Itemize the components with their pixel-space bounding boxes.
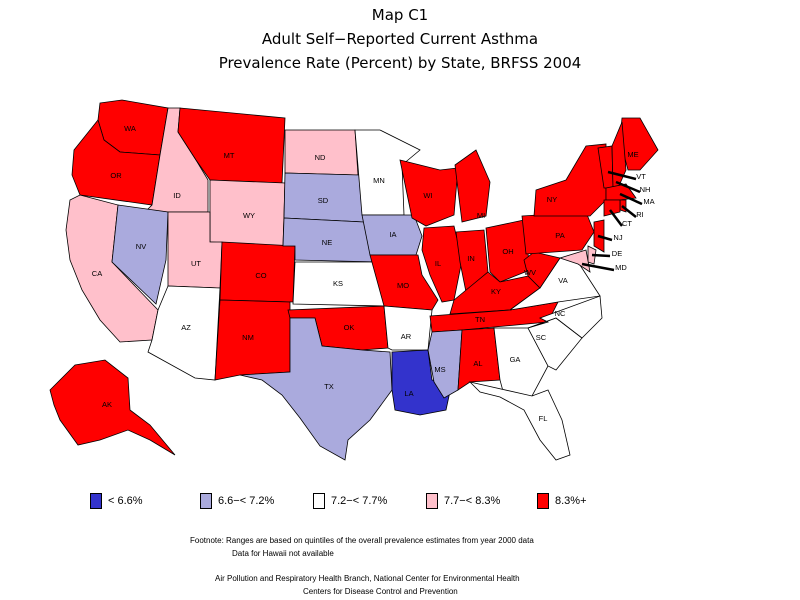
callout-line-md: [581, 262, 615, 272]
state-label-mo: MO: [397, 281, 409, 290]
state-label-mi: MI: [477, 211, 485, 220]
state-label-oh: OH: [502, 247, 513, 256]
state-label-nv: NV: [136, 242, 146, 251]
legend-swatch: [313, 493, 325, 509]
state-label-ky: KY: [491, 287, 501, 296]
state-ny: [533, 143, 607, 217]
state-label-tn: TN: [475, 315, 485, 324]
callout-line-ct: [609, 209, 623, 227]
footnote: Footnote: Ranges are based on quintiles …: [190, 536, 534, 545]
state-label-la: LA: [404, 389, 413, 398]
state-label-ks: KS: [333, 279, 343, 288]
state-label-ca: CA: [92, 269, 102, 278]
state-label-ny: NY: [547, 195, 557, 204]
state-label-ga: GA: [510, 355, 521, 364]
state-nc: [527, 295, 603, 339]
state-label-wy: WY: [243, 211, 255, 220]
state-label-ne: NE: [322, 238, 332, 247]
state-label-ms: MS: [434, 365, 445, 374]
state-label-al: AL: [473, 359, 482, 368]
legend-swatch: [426, 493, 438, 509]
legend-swatch: [90, 493, 102, 509]
state-label-nd: ND: [315, 153, 326, 162]
callout-line-de: [591, 253, 611, 258]
state-fl: [468, 381, 571, 461]
state-label-me: ME: [627, 150, 638, 159]
state-label-ar: AR: [401, 332, 412, 341]
state-label-pa: PA: [555, 231, 564, 240]
state-label-md: MD: [615, 263, 627, 272]
legend-label: 8.3%+: [555, 495, 587, 507]
callout-line-nj: [597, 234, 613, 242]
state-label-fl: FL: [539, 414, 548, 423]
state-label-or: OR: [110, 171, 122, 180]
legend-label: < 6.6%: [108, 495, 143, 507]
state-ct: [603, 199, 621, 217]
state-ak: [49, 359, 176, 456]
state-label-ut: UT: [191, 259, 201, 268]
state-label-nc: NC: [555, 309, 566, 318]
state-label-mn: MN: [373, 176, 385, 185]
state-label-sd: SD: [318, 196, 329, 205]
state-label-co: CO: [255, 271, 266, 280]
state-ar: [383, 305, 433, 351]
state-label-mt: MT: [224, 151, 235, 160]
state-wi: [399, 159, 459, 227]
footnote-hawaii: Data for Hawaii not available: [232, 549, 334, 558]
state-label-wi: WI: [423, 191, 432, 200]
state-label-wv: WV: [524, 268, 536, 277]
state-label-az: AZ: [181, 323, 191, 332]
state-label-id: ID: [173, 191, 181, 200]
state-nh: [611, 121, 627, 189]
state-label-sc: SC: [536, 333, 547, 342]
state-label-va: VA: [558, 276, 567, 285]
state-label-nm: NM: [242, 333, 254, 342]
state-oh: [485, 219, 531, 283]
legend-label: 7.7−< 8.3%: [444, 495, 501, 507]
legend-label: 6.6−< 7.2%: [218, 495, 275, 507]
state-label-nj: NJ: [613, 233, 622, 242]
state-label-vt: VT: [636, 172, 646, 181]
state-md: [558, 249, 591, 273]
state-label-de: DE: [612, 249, 622, 258]
map-title: Map C1: [371, 6, 429, 24]
state-label-tx: TX: [324, 382, 334, 391]
state-label-il: IL: [435, 259, 441, 268]
state-az: [147, 285, 221, 381]
callout-line-vt: [607, 170, 637, 181]
state-tx: [239, 317, 393, 461]
legend-swatch: [200, 493, 212, 509]
state-ia: [361, 214, 423, 256]
callout-line-nh: [615, 180, 641, 194]
state-il: [421, 225, 463, 303]
state-la: [391, 349, 453, 416]
map-subtitle: Adult Self−Reported Current Asthma: [261, 30, 539, 48]
state-label-ok: OK: [344, 323, 355, 332]
state-al: [457, 327, 501, 391]
state-nv: [111, 204, 169, 305]
credit-cdc: Centers for Disease Control and Preventi…: [303, 587, 458, 596]
state-mi: [454, 149, 491, 223]
callout-line-ri: [621, 205, 637, 218]
state-label-ri: RI: [636, 210, 644, 219]
map-subtitle-line-2: Prevalence Rate (Percent) by State, BRFS…: [218, 54, 582, 72]
legend-swatch: [537, 493, 549, 509]
state-label-ia: IA: [389, 230, 396, 239]
state-label-wa: WA: [124, 124, 136, 133]
credit-branch: Air Pollution and Respiratory Health Bra…: [215, 574, 520, 583]
state-label-in: IN: [467, 254, 475, 263]
state-label-ma: MA: [643, 197, 654, 206]
legend-label: 7.2−< 7.7%: [331, 495, 388, 507]
callout-line-ma: [619, 192, 643, 206]
state-label-ak: AK: [102, 400, 112, 409]
state-label-ct: CT: [622, 219, 632, 228]
state-label-nh: NH: [640, 185, 651, 194]
